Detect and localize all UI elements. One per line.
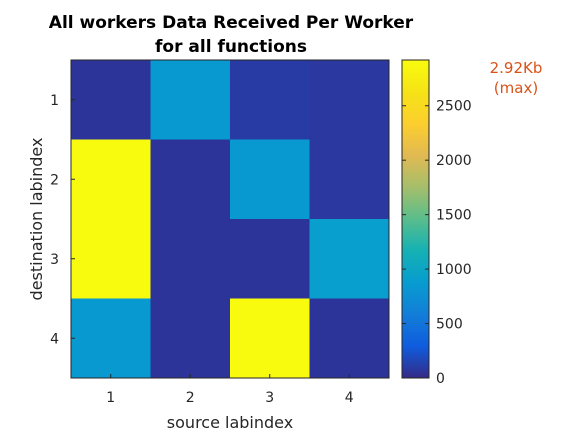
colorbar-tick-label-500: 500 xyxy=(436,317,463,333)
y-axis-ticks: 1 2 3 4 xyxy=(50,93,75,347)
plot-frame xyxy=(70,59,390,379)
y-tick-label-1: 1 xyxy=(50,93,59,109)
heatmap-cell-r1-c1 xyxy=(71,60,151,140)
colorbar-max-note: (max) xyxy=(494,79,538,97)
heatmap-cell-r4-c4 xyxy=(309,298,390,379)
x-tick-label-3: 3 xyxy=(265,390,274,406)
heatmap-cell-r2-c4 xyxy=(309,139,390,220)
x-axis-label: source labindex xyxy=(167,413,293,432)
heatmap-cell-r3-c1 xyxy=(71,219,151,299)
y-tick-label-2: 2 xyxy=(50,172,59,188)
x-axis-ticks: 1 2 3 4 xyxy=(106,374,354,406)
x-tick-label-1: 1 xyxy=(106,390,115,406)
x-tick-label-4: 4 xyxy=(345,390,354,406)
colorbar-tick-label-1000: 1000 xyxy=(436,262,472,278)
y-tick-label-3: 3 xyxy=(50,252,59,268)
heatmap-cell-r4-c1 xyxy=(71,298,151,379)
y-axis-label: destination labindex xyxy=(27,138,46,301)
heatmap-cell-r4-c2 xyxy=(150,298,231,379)
heatmap-cell-r3-c4 xyxy=(309,219,390,299)
colorbar-tick-label-0: 0 xyxy=(436,371,445,387)
heatmap-cell-r3-c3 xyxy=(230,219,310,299)
heatmap-cell-r1-c4 xyxy=(309,60,390,140)
heatmap-cells xyxy=(71,60,390,379)
heatmap-cell-r2-c1 xyxy=(71,139,151,220)
colorbar xyxy=(401,59,430,379)
x-tick-label-2: 2 xyxy=(186,390,195,406)
heatmap-cell-r3-c2 xyxy=(150,219,231,299)
colorbar-tick-label-1500: 1500 xyxy=(436,208,472,224)
heatmap-cell-r2-c2 xyxy=(150,139,231,220)
colorbar-tick-label-2500: 2500 xyxy=(436,99,472,115)
colorbar-tick-label-2000: 2000 xyxy=(436,153,472,169)
colorbar-ticks: 0 500 1000 1500 2000 2500 xyxy=(402,99,472,387)
heatmap-cell-r1-c2 xyxy=(150,60,231,140)
chart-title-line-1: All workers Data Received Per Worker xyxy=(49,13,414,33)
colorbar-max-label: 2.92Kb xyxy=(490,59,543,77)
y-tick-label-4: 4 xyxy=(50,331,59,347)
heatmap-cell-r1-c3 xyxy=(230,60,310,140)
chart-title-line-2: for all functions xyxy=(155,37,307,57)
heatmap-cell-r2-c3 xyxy=(230,139,310,220)
heatmap-cell-r4-c3 xyxy=(230,298,310,379)
